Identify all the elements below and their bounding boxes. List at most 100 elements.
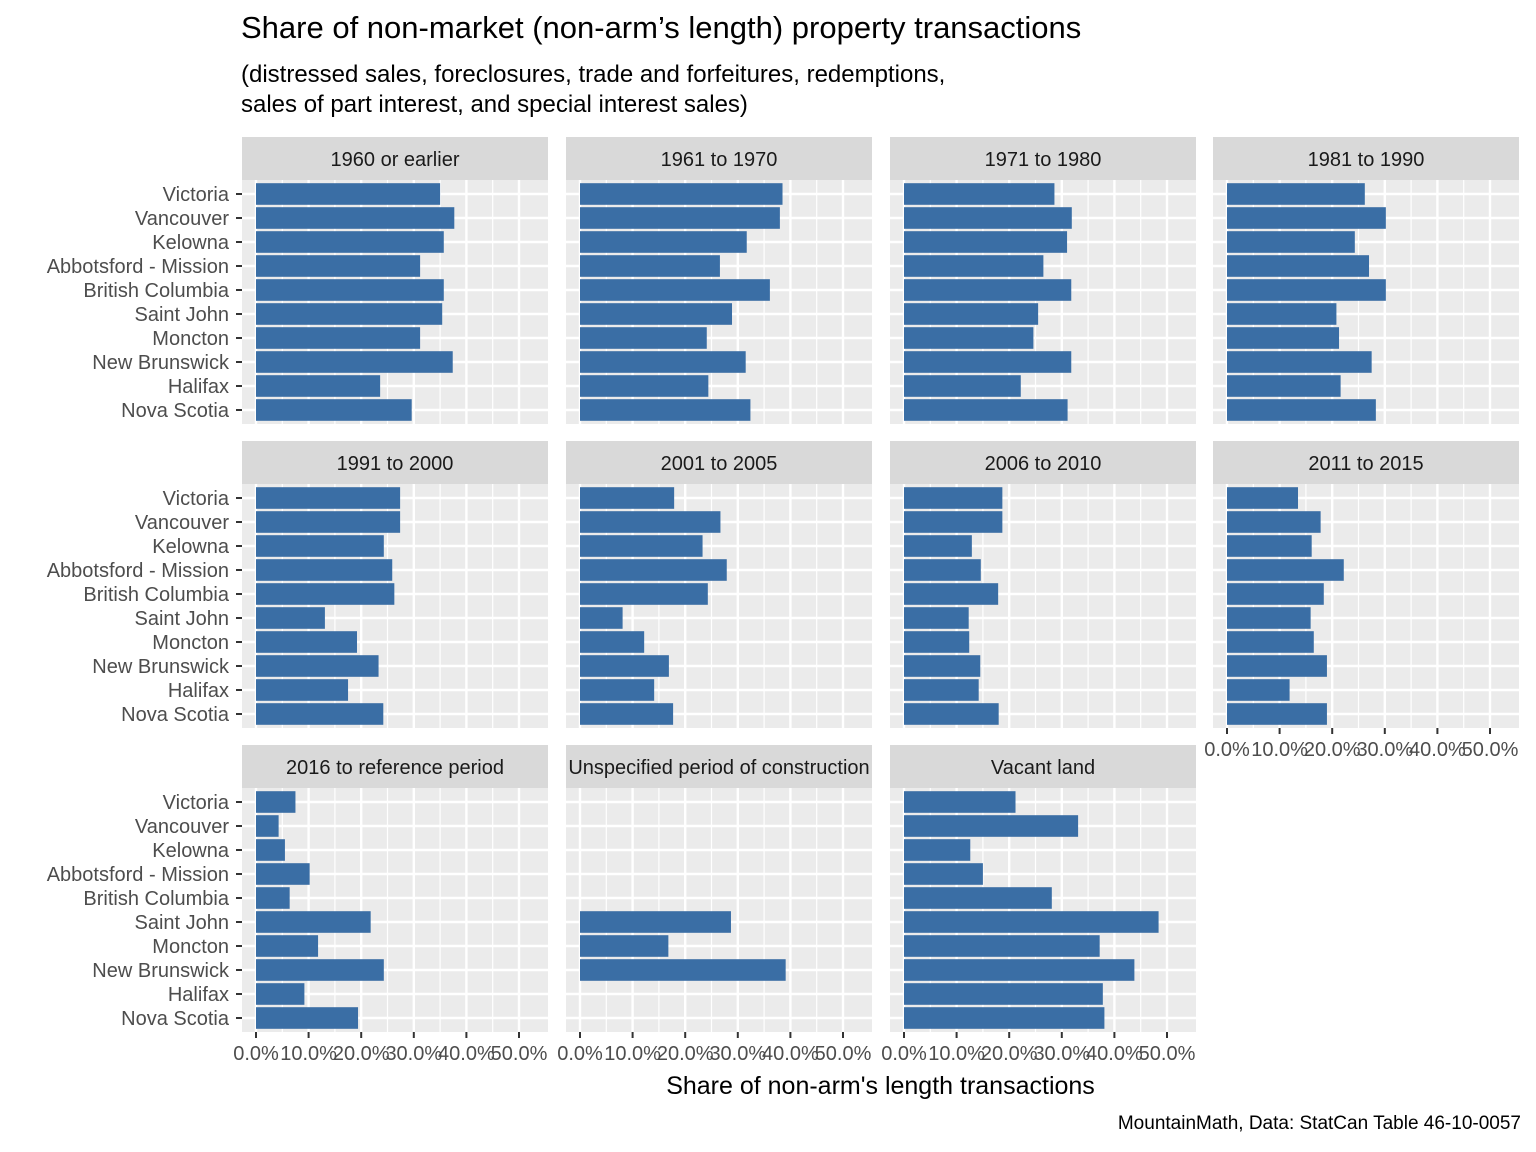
bar-2011-to-2015-victoria: [1227, 487, 1299, 509]
x-tick-label: 50.0%: [491, 1043, 548, 1065]
x-tick-label: 20.0%: [981, 1043, 1038, 1065]
bar-2011-to-2015-abbotsford-mission: [1227, 559, 1344, 581]
y-tick-label-halifax: Halifax: [168, 984, 229, 1006]
bar-vacant-land-nova-scotia: [904, 1007, 1105, 1029]
bar-1981-to-1990-moncton: [1227, 327, 1340, 349]
y-tick-label-halifax: Halifax: [168, 376, 229, 398]
bar-1981-to-1990-halifax: [1227, 375, 1341, 397]
facet-strip: [890, 441, 1196, 484]
bar-2006-to-2010-halifax: [904, 679, 979, 701]
bar-1960-or-earlier-nova-scotia: [256, 399, 412, 421]
bar-1971-to-1980-vancouver: [904, 207, 1072, 229]
bar-2001-to-2005-moncton: [580, 631, 645, 653]
y-tick-label-abbotsford-mission: Abbotsford - Mission: [47, 560, 229, 582]
bar-vacant-land-victoria: [904, 791, 1016, 813]
facet-2001-to-2005: 2001 to 2005: [566, 441, 872, 728]
bar-1971-to-1980-moncton: [904, 327, 1034, 349]
bar-2011-to-2015-saint-john: [1227, 607, 1311, 629]
x-tick-label: 40.0%: [438, 1043, 495, 1065]
bar-1961-to-1970-saint-john: [580, 303, 733, 325]
bar-1960-or-earlier-abbotsford-mission: [256, 255, 421, 277]
facet-strip: [890, 137, 1196, 180]
bar-2006-to-2010-nova-scotia: [904, 703, 999, 725]
bar-2006-to-2010-new-brunswick: [904, 655, 981, 677]
bar-2001-to-2005-nova-scotia: [580, 703, 674, 725]
bar-1991-to-2000-victoria: [256, 487, 401, 509]
bar-1991-to-2000-kelowna: [256, 535, 384, 557]
x-axis-title: Share of non-arm's length transactions: [666, 1072, 1095, 1100]
x-tick-label: 50.0%: [1462, 739, 1519, 761]
bar-unspecified-period-of-construction-new-brunswick: [580, 959, 786, 981]
x-tick-label: 50.0%: [815, 1043, 872, 1065]
facet-panel: 0.0% 10.0%20.0%30.0%40.0%50.0%: [557, 788, 872, 1065]
bar-2001-to-2005-saint-john: [580, 607, 623, 629]
y-tick-label-moncton: Moncton: [152, 632, 229, 654]
bar-2011-to-2015-kelowna: [1227, 535, 1312, 557]
bar-2011-to-2015-moncton: [1227, 631, 1314, 653]
bar-1961-to-1970-british-columbia: [580, 279, 770, 301]
bar-2016-to-reference-period-nova-scotia: [256, 1007, 359, 1029]
y-tick-label-new-brunswick: New Brunswick: [92, 656, 230, 678]
facet-strip-label: 1960 or earlier: [331, 149, 460, 171]
bar-1971-to-1980-abbotsford-mission: [904, 255, 1044, 277]
bar-1961-to-1970-victoria: [580, 183, 783, 205]
facet-strip: [1213, 137, 1519, 180]
x-tick-label: 30.0%: [1033, 1043, 1090, 1065]
bar-vacant-land-kelowna: [904, 839, 971, 861]
y-tick-label-kelowna: Kelowna: [152, 536, 230, 558]
bar-2001-to-2005-victoria: [580, 487, 675, 509]
bar-2001-to-2005-halifax: [580, 679, 655, 701]
bar-2006-to-2010-moncton: [904, 631, 970, 653]
y-tick-label-new-brunswick: New Brunswick: [92, 960, 230, 982]
bar-2001-to-2005-kelowna: [580, 535, 703, 557]
panel-background: [566, 788, 872, 1032]
facet-2016-to-reference-period: 2016 to reference period VictoriaVancouve…: [47, 745, 548, 1065]
bar-1981-to-1990-new-brunswick: [1227, 351, 1372, 373]
y-tick-label-british-columbia: British Columbia: [83, 280, 229, 302]
y-tick-label-victoria: Victoria: [163, 184, 230, 206]
bar-vacant-land-new-brunswick: [904, 959, 1135, 981]
facet-strip-label: 1991 to 2000: [337, 453, 454, 475]
x-tick-label: 20.0%: [1304, 739, 1361, 761]
facet-strip-label: 1971 to 1980: [985, 149, 1102, 171]
x-tick-label: 20.0%: [657, 1043, 714, 1065]
bar-1971-to-1980-kelowna: [904, 231, 1068, 253]
y-tick-label-moncton: Moncton: [152, 936, 229, 958]
bar-2001-to-2005-new-brunswick: [580, 655, 669, 677]
facet-strip-label: 2011 to 2015: [1308, 453, 1423, 475]
facet-1971-to-1980: 1971 to 1980: [890, 137, 1196, 424]
bar-1981-to-1990-british-columbia: [1227, 279, 1386, 301]
facet-strip-label: 2001 to 2005: [661, 453, 778, 475]
bar-2011-to-2015-nova-scotia: [1227, 703, 1327, 725]
y-tick-label-vancouver: Vancouver: [135, 816, 229, 838]
facet-strip: [242, 137, 548, 180]
bar-vacant-land-vancouver: [904, 815, 1079, 837]
x-tick-label: 40.0%: [1086, 1043, 1143, 1065]
bar-1971-to-1980-saint-john: [904, 303, 1039, 325]
bar-vacant-land-british-columbia: [904, 887, 1052, 909]
bar-2016-to-reference-period-saint-john: [256, 911, 371, 933]
bar-1991-to-2000-halifax: [256, 679, 349, 701]
bar-1981-to-1990-kelowna: [1227, 231, 1355, 253]
bar-unspecified-period-of-construction-saint-john: [580, 911, 731, 933]
facet-strip-label: 2006 to 2010: [985, 453, 1102, 475]
facet-panel: [566, 484, 872, 728]
bar-1971-to-1980-victoria: [904, 183, 1055, 205]
bar-1961-to-1970-nova-scotia: [580, 399, 751, 421]
y-tick-label-vancouver: Vancouver: [135, 512, 229, 534]
bar-2001-to-2005-british-columbia: [580, 583, 708, 605]
bar-1991-to-2000-moncton: [256, 631, 357, 653]
bar-2016-to-reference-period-vancouver: [256, 815, 279, 837]
bar-1991-to-2000-abbotsford-mission: [256, 559, 393, 581]
bar-1960-or-earlier-halifax: [256, 375, 381, 397]
facet-strip-label: 2016 to reference period: [286, 757, 504, 779]
facet-strip: [242, 441, 548, 484]
bar-1961-to-1970-halifax: [580, 375, 709, 397]
facet-strip: [890, 745, 1196, 788]
bar-1961-to-1970-new-brunswick: [580, 351, 746, 373]
chart-caption: MountainMath, Data: StatCan Table 46-10-…: [1117, 1113, 1521, 1134]
bar-2011-to-2015-new-brunswick: [1227, 655, 1327, 677]
bar-1971-to-1980-new-brunswick: [904, 351, 1072, 373]
